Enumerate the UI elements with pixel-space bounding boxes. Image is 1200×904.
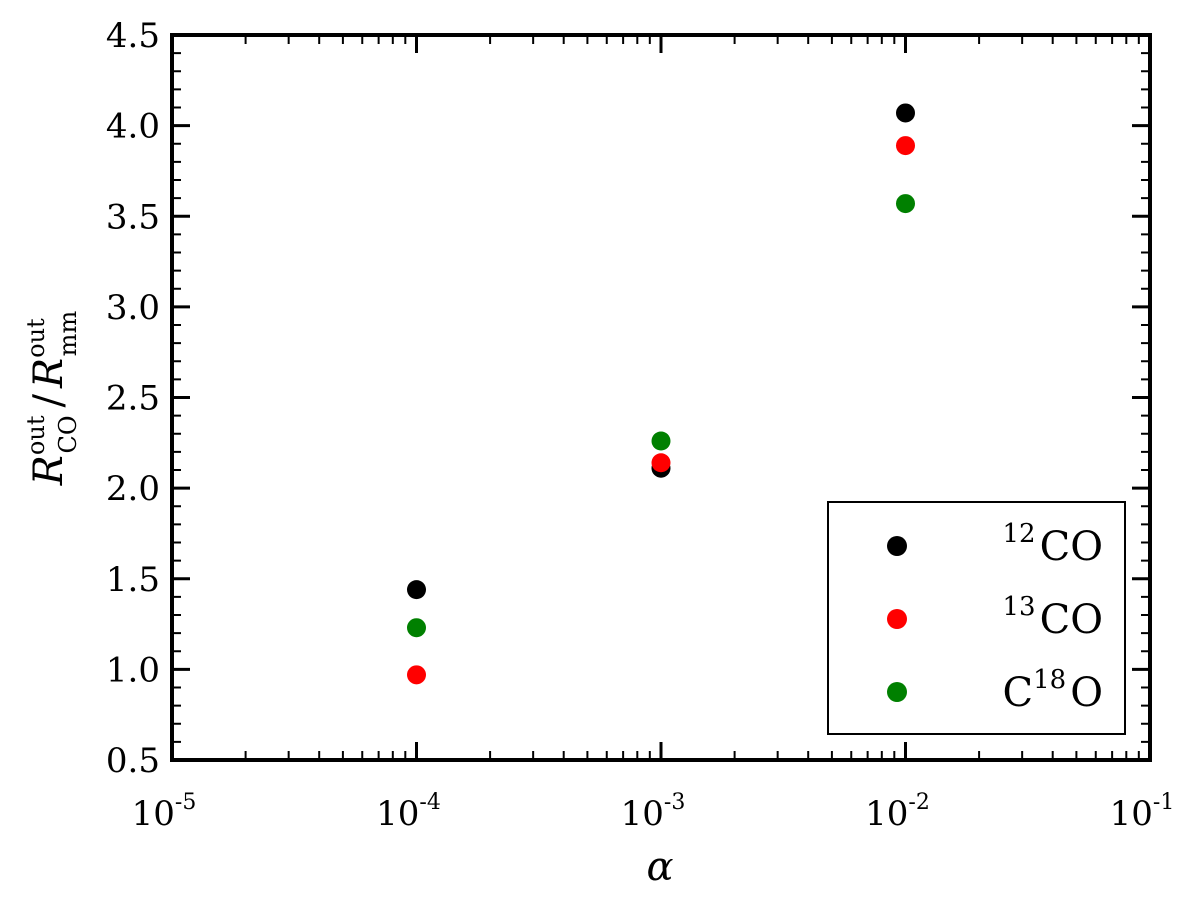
legend-marker-13CO bbox=[887, 609, 907, 629]
data-point-13CO bbox=[896, 136, 915, 156]
y-axis-label: Rout CO/Rout mm bbox=[22, 311, 82, 487]
legend: 12 CO 13 CO C18 O bbox=[827, 501, 1126, 735]
y-tick-label: 4.0 bbox=[106, 107, 160, 147]
y-tick-label: 3.5 bbox=[106, 197, 160, 237]
y-tick-label: 0.5 bbox=[106, 741, 160, 781]
x-tick-label: 10-1 bbox=[1110, 790, 1175, 834]
legend-label: C18 O bbox=[1003, 665, 1104, 716]
legend-label: 12 CO bbox=[1003, 519, 1104, 570]
data-point-C18O bbox=[651, 431, 671, 451]
legend-marker-12CO bbox=[887, 536, 907, 556]
ticks bbox=[170, 33, 1152, 762]
tick-labels: 0.5 1.0 1.5 2.0 2.5 3.0 3.5 4.0 4.5 10-5 10-4 10-3 1… bbox=[106, 16, 1174, 834]
y-axis-label-num-sup: out bbox=[22, 415, 50, 455]
data-point-12CO bbox=[407, 580, 426, 600]
x-tick-label: 10-3 bbox=[621, 790, 686, 834]
y-tick-label: 1.5 bbox=[106, 560, 160, 600]
legend-marker-C18O bbox=[887, 682, 907, 702]
y-tick-label: 1.0 bbox=[106, 650, 160, 690]
y-axis-label-base: R bbox=[26, 455, 72, 486]
data-point-C18O bbox=[407, 618, 426, 638]
y-axis-label-base-2: R bbox=[26, 358, 72, 389]
x-axis-label: α bbox=[646, 844, 673, 890]
x-tick-label: 10-5 bbox=[132, 790, 197, 834]
x-tick-label: 10-4 bbox=[376, 790, 441, 834]
y-axis-label-den-sub: mm bbox=[54, 311, 82, 357]
data-point-13CO bbox=[651, 453, 671, 473]
y-axis-label-separator: / bbox=[26, 393, 72, 407]
y-tick-label: 4.5 bbox=[106, 16, 160, 56]
x-tick-label: 10-2 bbox=[865, 790, 930, 834]
data-points bbox=[407, 103, 915, 685]
y-tick-label: 2.5 bbox=[106, 379, 160, 419]
legend-box bbox=[827, 501, 1126, 735]
y-axis-label-den-sup: out bbox=[22, 318, 50, 358]
legend-label: 13 CO bbox=[1003, 592, 1104, 643]
data-point-12CO bbox=[896, 103, 915, 123]
data-point-13CO bbox=[407, 665, 426, 685]
data-point-C18O bbox=[896, 194, 915, 214]
y-tick-label: 2.0 bbox=[106, 469, 160, 509]
y-tick-label: 3.0 bbox=[106, 288, 160, 328]
y-axis-label-num-sub: CO bbox=[54, 415, 82, 453]
